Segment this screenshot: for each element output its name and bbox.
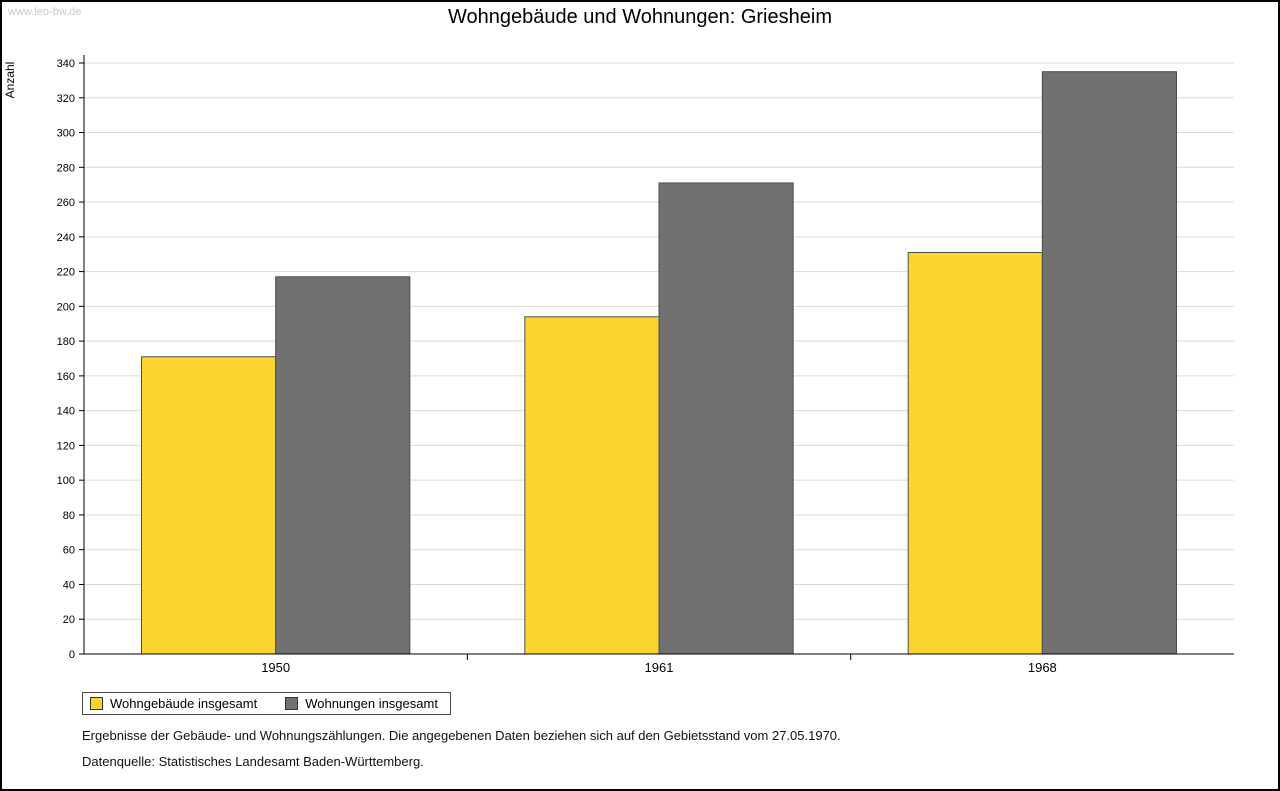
y-tick-label: 220: [57, 267, 75, 279]
legend: Wohngebäude insgesamt Wohnungen insgesam…: [82, 692, 451, 715]
legend-label: Wohnungen insgesamt: [305, 696, 438, 711]
y-tick-label: 180: [57, 336, 75, 348]
y-tick-label: 280: [57, 162, 75, 174]
legend-item-wohnungen: Wohnungen insgesamt: [285, 696, 438, 711]
y-tick-label: 100: [57, 475, 75, 487]
y-tick-label: 300: [57, 128, 75, 140]
legend-swatch-yellow: [90, 697, 103, 710]
x-tick-label: 1968: [1028, 660, 1057, 675]
y-tick-label: 260: [57, 197, 75, 209]
y-tick-label: 320: [57, 93, 75, 105]
bar: [658, 182, 794, 655]
page-title: Wohngebäude und Wohnungen: Griesheim: [448, 6, 832, 28]
bar: [275, 276, 411, 655]
legend-label: Wohngebäude insgesamt: [110, 696, 258, 711]
y-tick-label: 80: [63, 510, 75, 522]
y-tick-label: 20: [63, 614, 75, 626]
y-tick-label: 0: [69, 649, 75, 661]
bar: [141, 356, 277, 655]
y-axis-title: Anzahl: [3, 62, 17, 99]
y-tick-label: 200: [57, 301, 75, 313]
footnote-source-note: Ergebnisse der Gebäude- und Wohnungszähl…: [82, 728, 841, 743]
y-tick-label: 160: [57, 371, 75, 383]
x-tick-label: 1950: [261, 660, 290, 675]
x-tick-label: 1961: [645, 660, 674, 675]
legend-item-wohngebaeude: Wohngebäude insgesamt: [90, 696, 257, 711]
y-tick-label: 120: [57, 440, 75, 452]
footnote-data-source: Datenquelle: Statistisches Landesamt Bad…: [82, 754, 424, 769]
bar: [524, 316, 660, 655]
y-tick-label: 340: [57, 58, 75, 70]
y-tick-label: 60: [63, 545, 75, 557]
y-tick-label: 140: [57, 406, 75, 418]
watermark: www.leo-bw.de: [8, 6, 82, 18]
y-tick-label: 240: [57, 232, 75, 244]
bar: [1041, 71, 1178, 655]
bar: [907, 251, 1043, 655]
legend-swatch-gray: [285, 697, 299, 710]
y-tick-label: 40: [63, 579, 75, 591]
